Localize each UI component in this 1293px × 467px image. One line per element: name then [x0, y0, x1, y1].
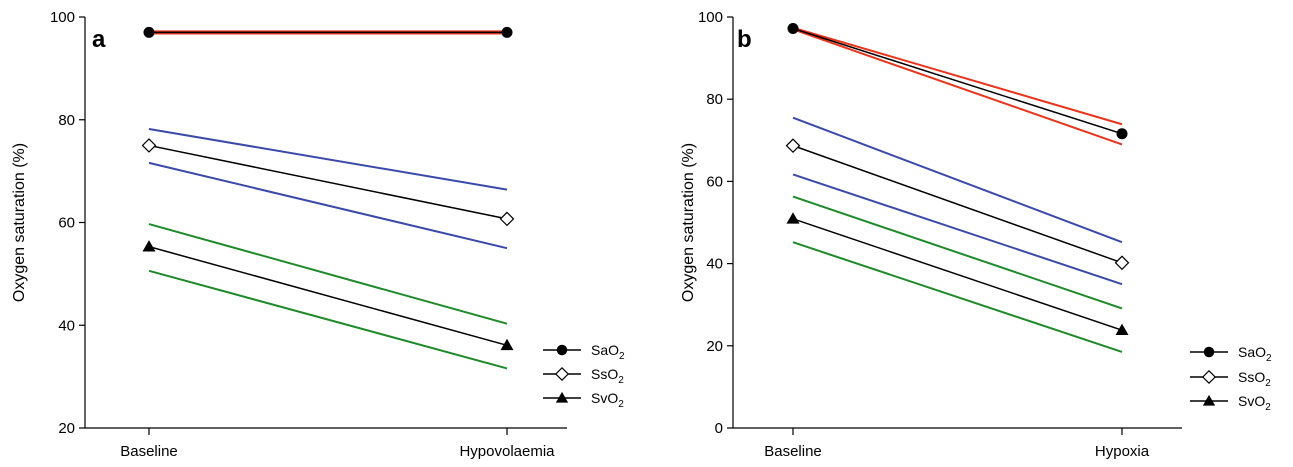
series-line-svo2: [792, 218, 1123, 331]
series-line-sso2: [792, 144, 1123, 264]
point-sao2-1: [501, 26, 513, 38]
x-tick-label: Hypoxia: [1095, 443, 1150, 460]
point-sso2-1: [1114, 255, 1130, 271]
series-line-sso2: [148, 144, 508, 220]
legend-label-subscript: 2: [619, 351, 625, 362]
legend-marker: [1201, 369, 1217, 385]
legend-label: SaO2: [1238, 344, 1272, 364]
legend-label-subscript: 2: [1266, 353, 1272, 364]
band-svo2-upper: [792, 195, 1123, 310]
y-tick-label: 60: [706, 173, 723, 190]
legend-marker: [555, 391, 569, 403]
y-tick-label: 100: [698, 9, 723, 26]
y-tick-label: 60: [58, 215, 75, 232]
band-sso2-upper: [148, 128, 508, 191]
y-tick-label: 20: [706, 338, 723, 355]
x-tick-label: Hypovolaemia: [459, 443, 555, 460]
legend-marker: [1203, 346, 1215, 358]
legend-label-base: SvO: [1238, 393, 1265, 409]
panel-letter: a: [92, 26, 106, 53]
x-tick-label: Baseline: [120, 443, 178, 460]
band-sao2-upper: [792, 26, 1123, 126]
legend-label: SaO2: [591, 342, 625, 362]
point-sao2-0: [143, 26, 155, 38]
legend-label: SsO2: [1238, 369, 1271, 389]
y-axis-title: Oxygen saturation (%): [680, 143, 697, 302]
x-tick-label: Baseline: [764, 443, 822, 460]
legend-label-base: SvO: [591, 390, 618, 406]
legend-label: SvO2: [591, 390, 624, 410]
legend-label-subscript: 2: [618, 375, 624, 386]
legend-marker: [554, 366, 570, 382]
legend-label-subscript: 2: [618, 399, 624, 410]
band-svo2-upper: [148, 223, 508, 325]
legend-label-base: SaO: [591, 342, 619, 358]
y-axis-title: Oxygen saturation (%): [11, 143, 28, 302]
y-tick-label: 80: [706, 91, 723, 108]
point-sso2-1: [499, 211, 515, 227]
panel-letter: b: [737, 26, 752, 53]
point-svo2-0: [142, 240, 156, 252]
panel-a: 20 40 60 80 100 Baseline Hypovolaemia Oxygen sa…: [11, 9, 625, 460]
y-tick-label: 40: [58, 317, 75, 334]
y-tick-label: 100: [50, 9, 75, 26]
legend-marker: [1202, 394, 1216, 406]
band-svo2-lower: [148, 269, 508, 370]
band-sao2-lower: [792, 28, 1123, 146]
legend-label-base: SsO: [591, 366, 618, 382]
legend-label-base: SsO: [1238, 369, 1265, 385]
panel-b: 0 20 40 60 80 100 Baseline Hypoxia Oxygen satura…: [680, 9, 1272, 460]
band-sso2-lower: [792, 173, 1123, 286]
legend-marker: [556, 344, 568, 356]
legend-label-base: SaO: [1238, 344, 1266, 360]
y-tick-label: 80: [58, 112, 75, 129]
band-sso2-lower: [148, 161, 508, 250]
legend-label: SsO2: [591, 366, 624, 386]
y-tick-label: 20: [58, 420, 75, 437]
legend-label-subscript: 2: [1265, 402, 1271, 413]
point-sao2-0: [787, 23, 799, 35]
y-tick-label: 40: [706, 256, 723, 273]
series-line-sao2: [792, 27, 1123, 135]
point-svo2-0: [786, 212, 800, 224]
legend-label: SvO2: [1238, 393, 1271, 413]
series-line-svo2: [148, 245, 508, 347]
point-sso2-0: [785, 138, 801, 153]
point-sao2-1: [1116, 128, 1128, 140]
y-tick-label: 0: [715, 420, 723, 437]
band-svo2-lower: [792, 241, 1123, 353]
band-sso2-upper: [792, 116, 1123, 244]
point-sso2-0: [141, 138, 157, 153]
point-svo2-1: [500, 338, 514, 351]
legend-label-subscript: 2: [1265, 378, 1271, 389]
point-svo2-1: [1115, 323, 1129, 336]
